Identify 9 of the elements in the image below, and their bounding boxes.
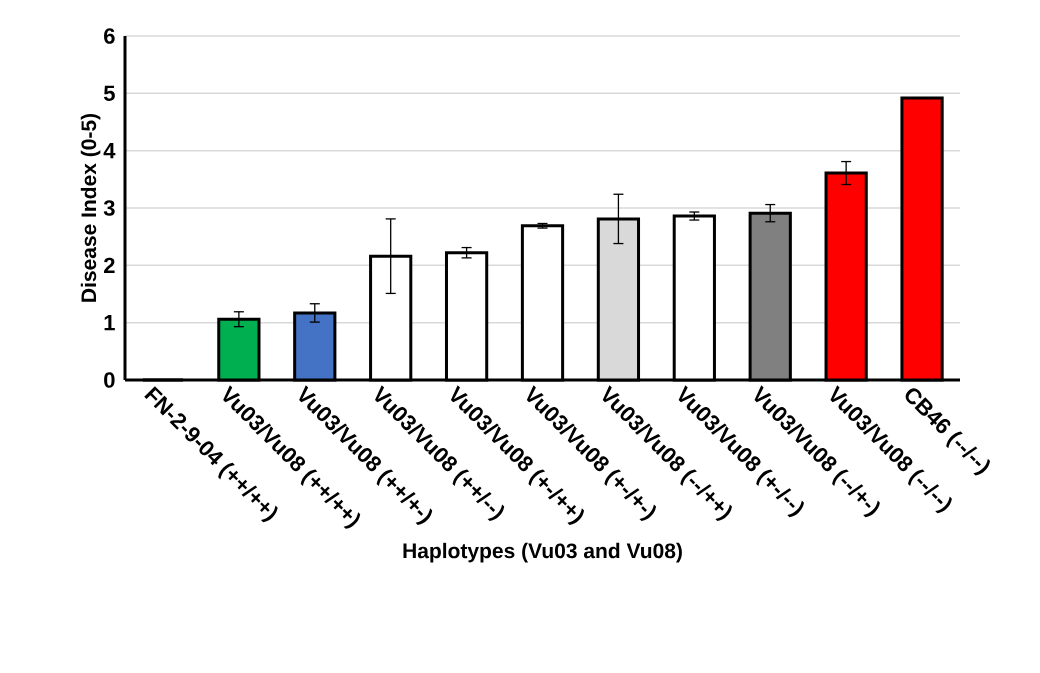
y-axis-title: Disease Index (0-5) xyxy=(80,113,101,302)
y-tick-label: 0 xyxy=(104,372,115,388)
y-tick-label: 2 xyxy=(104,257,115,274)
y-tick-label: 1 xyxy=(104,315,115,331)
y-tick-label: 6 xyxy=(104,28,115,44)
x-axis-title: Haplotypes (Vu03 and Vu08) xyxy=(403,542,682,563)
y-tick-label: 5 xyxy=(103,85,115,102)
y-tick-label: 4 xyxy=(103,143,116,159)
y-tick-label: 3 xyxy=(103,200,115,216)
